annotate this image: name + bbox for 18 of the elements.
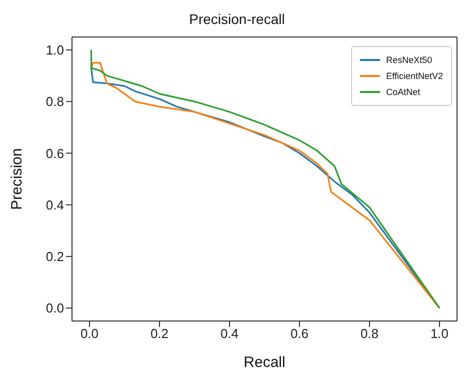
chart-title: Precision-recall xyxy=(188,10,286,29)
x-tick-label: 0.2 xyxy=(150,326,169,342)
x-tick-label: 0.4 xyxy=(220,326,239,342)
y-tick-label: 0.2 xyxy=(46,249,64,264)
legend-label: CoAtNet xyxy=(386,87,420,97)
y-axis-title: Precision xyxy=(8,148,26,210)
y-tick-label: 0.8 xyxy=(46,94,64,110)
x-tick-label: 1.0 xyxy=(430,326,449,342)
x-tick-label: 0.8 xyxy=(360,326,379,342)
x-axis-title: Recall xyxy=(244,354,286,371)
x-tick-label: 0.0 xyxy=(80,326,99,342)
x-tick-label: 0.6 xyxy=(290,326,309,342)
y-tick-label: 0.6 xyxy=(46,146,64,161)
legend-label: EfficientNetV2 xyxy=(386,71,443,81)
y-tick-label: 0.0 xyxy=(46,300,64,316)
y-tick-label: 0.4 xyxy=(46,197,64,212)
legend-label: ResNeXt50 xyxy=(386,55,432,65)
y-tick-label: 1.0 xyxy=(46,42,64,58)
